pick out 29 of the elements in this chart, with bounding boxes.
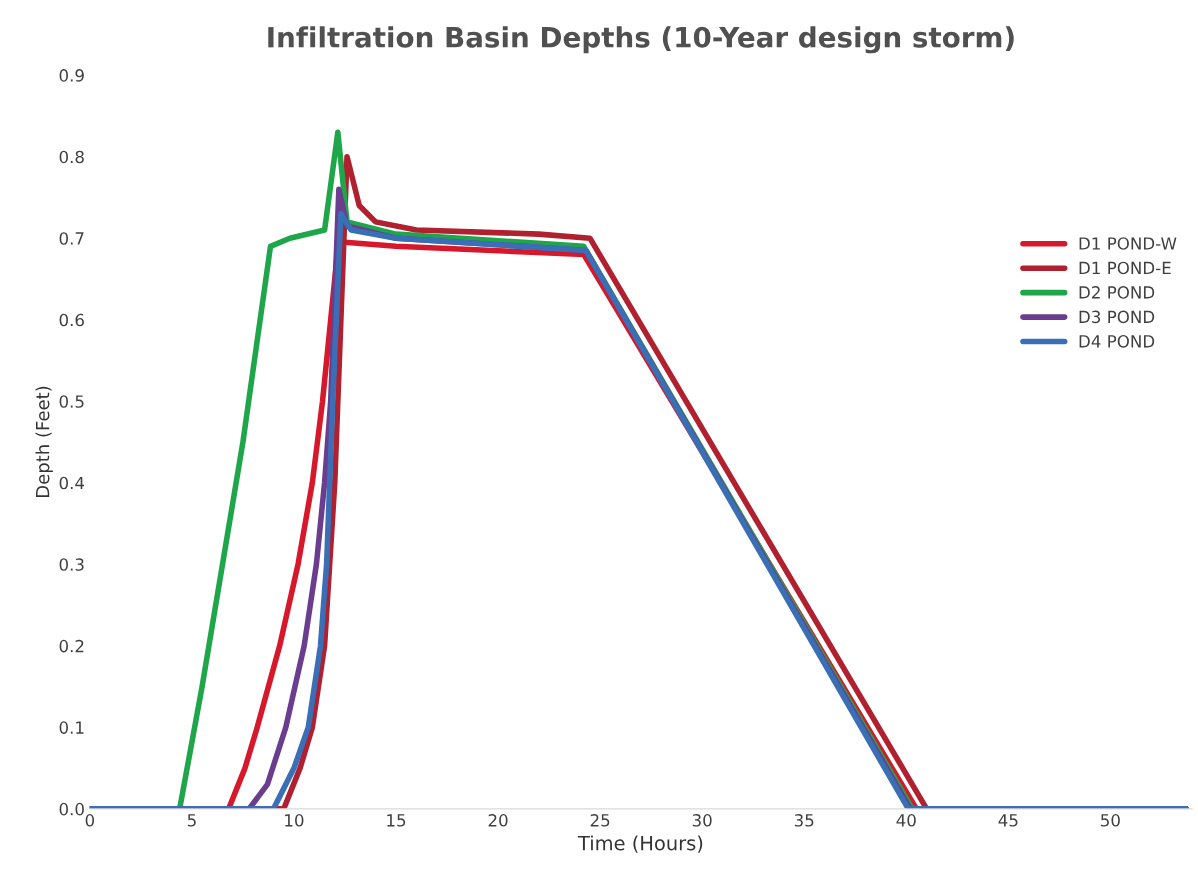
chart-title: Infiltration Basin Depths (10-Year design storm) <box>268 26 1014 54</box>
y-tick-label: 0.0 <box>59 802 84 816</box>
x-tick-label: 50 <box>1101 814 1120 827</box>
x-tick-label: 0 <box>85 814 95 827</box>
y-tick-label: 0.9 <box>59 69 84 82</box>
legend-label: D1 POND-W <box>1079 237 1177 250</box>
x-tick-label: 30 <box>692 814 712 827</box>
y-tick-label: 0.7 <box>59 232 84 245</box>
x-tick-label: 40 <box>896 814 916 827</box>
y-tick-label: 0.1 <box>59 721 84 734</box>
legend-label: D4 POND <box>1079 335 1155 348</box>
legend-label: D2 POND <box>1079 286 1155 299</box>
y-tick-label: 0.5 <box>59 395 84 408</box>
x-tick-label: 25 <box>590 814 610 827</box>
x-axis-title: Time (Hours) <box>577 835 703 853</box>
x-tick-label: 5 <box>187 814 196 827</box>
x-tick-label: 15 <box>387 814 406 827</box>
legend-label: D3 POND <box>1079 310 1155 324</box>
x-tick-label: 10 <box>285 814 304 827</box>
y-tick-label: 0.8 <box>59 150 84 164</box>
x-tick-label: 20 <box>488 814 508 827</box>
y-axis-title: Depth (Feet) <box>35 386 53 497</box>
x-tick-label: 45 <box>998 814 1018 827</box>
x-tick-label: 35 <box>794 814 814 827</box>
y-tick-label: 0.2 <box>59 639 84 653</box>
legend-label: D1 POND-E <box>1079 261 1171 275</box>
y-tick-label: 0.3 <box>59 558 84 571</box>
y-tick-label: 0.6 <box>59 313 84 327</box>
y-tick-label: 0.4 <box>59 476 85 490</box>
